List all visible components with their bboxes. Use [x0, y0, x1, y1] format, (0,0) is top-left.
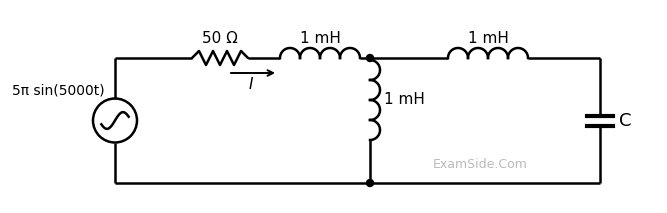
- Text: 50 Ω: 50 Ω: [202, 31, 238, 46]
- Text: C: C: [619, 111, 632, 130]
- Text: ExamSide.Com: ExamSide.Com: [433, 158, 528, 171]
- Text: 5π sin(5000t): 5π sin(5000t): [13, 83, 105, 98]
- Text: 1 mH: 1 mH: [468, 31, 508, 46]
- Text: I: I: [249, 77, 253, 92]
- Text: 1 mH: 1 mH: [384, 92, 425, 108]
- Text: 1 mH: 1 mH: [299, 31, 340, 46]
- Circle shape: [366, 55, 374, 62]
- Circle shape: [366, 180, 374, 187]
